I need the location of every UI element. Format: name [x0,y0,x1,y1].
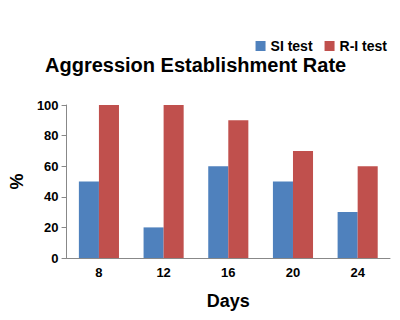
svg-text:0: 0 [51,251,58,266]
svg-text:Aggression Establishment Rate: Aggression Establishment Rate [45,54,346,76]
svg-text:SI test: SI test [271,38,313,54]
svg-text:24: 24 [350,265,365,280]
svg-text:20: 20 [44,220,58,235]
svg-text:R-I test: R-I test [340,38,388,54]
svg-text:12: 12 [156,265,170,280]
svg-text:20: 20 [286,265,300,280]
svg-text:Days: Days [207,291,250,311]
svg-text:40: 40 [44,189,58,204]
svg-text:100: 100 [37,98,59,113]
svg-text:%: % [7,173,27,189]
svg-text:80: 80 [44,128,58,143]
svg-text:16: 16 [221,265,235,280]
svg-text:60: 60 [44,159,58,174]
svg-text:8: 8 [95,265,102,280]
